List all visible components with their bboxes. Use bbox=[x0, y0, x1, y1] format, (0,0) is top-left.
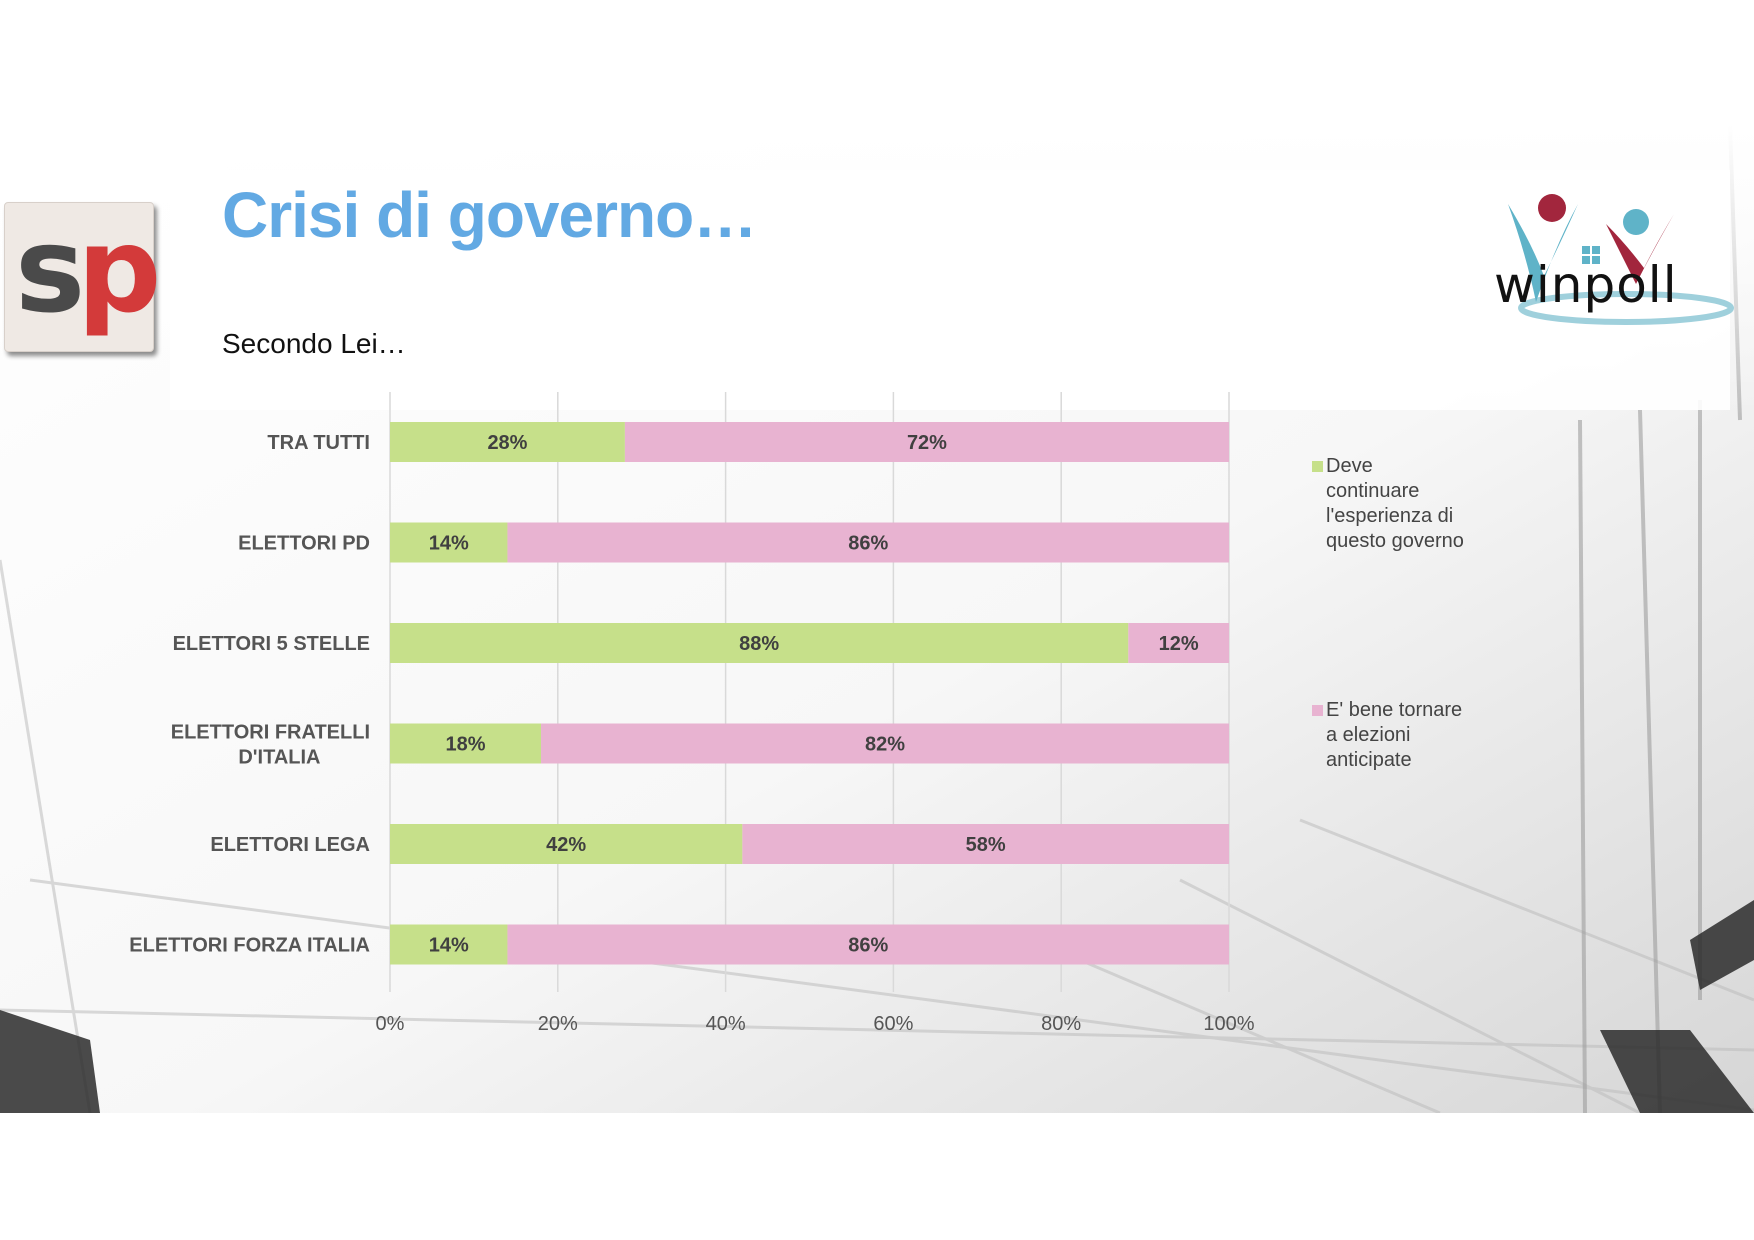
legend-label-continue: Deve continuare l'esperienza di questo g… bbox=[1326, 455, 1464, 552]
bar-segment bbox=[390, 623, 1129, 663]
sp-logo-p: p bbox=[77, 201, 162, 339]
sp-logo-s: s bbox=[15, 201, 85, 339]
x-tick-label: 100% bbox=[1203, 1013, 1254, 1035]
bar-segment bbox=[541, 723, 1229, 764]
chart-x-tick-labels: 0% 20% 40% 60% 80% 100% bbox=[376, 1013, 1255, 1035]
category-label: ELETTORI PD bbox=[238, 533, 370, 555]
data-label: 86% bbox=[848, 935, 888, 957]
data-label: 82% bbox=[865, 734, 905, 756]
category-label: ELETTORI 5 STELLE bbox=[173, 633, 370, 655]
slide-subtitle: Secondo Lei… bbox=[222, 328, 406, 359]
legend-swatch-pink bbox=[1312, 705, 1323, 716]
x-tick-label: 20% bbox=[538, 1013, 578, 1035]
bar-segment bbox=[507, 522, 1230, 563]
bar-segment bbox=[1128, 623, 1229, 663]
bar-segment bbox=[390, 723, 542, 764]
x-tick-label: 80% bbox=[1041, 1013, 1081, 1035]
winpoll-logo-text: winpoll bbox=[1494, 256, 1678, 314]
bar-segment bbox=[390, 924, 508, 965]
bar-segment bbox=[390, 824, 743, 864]
sp-logo: s p bbox=[4, 201, 161, 352]
chart-bars bbox=[390, 422, 1230, 965]
data-label: 14% bbox=[429, 533, 469, 555]
x-tick-label: 60% bbox=[873, 1013, 913, 1035]
legend-swatch-green bbox=[1312, 461, 1323, 472]
data-label: 58% bbox=[966, 834, 1006, 856]
data-label: 14% bbox=[429, 935, 469, 957]
x-tick-label: 40% bbox=[706, 1013, 746, 1035]
chart-gridlines bbox=[389, 392, 1230, 992]
winpoll-logo: winpoll bbox=[1494, 194, 1734, 325]
chart-category-labels: TRA TUTTI ELETTORI PD ELETTORI 5 STELLE ELE… bbox=[129, 432, 370, 957]
legend-item-continue: Deve continuare l'esperienza di questo g… bbox=[1312, 454, 1466, 554]
legend-label-elections: E' bene tornare a elezioni anticipate bbox=[1326, 699, 1463, 771]
bar-segment bbox=[742, 824, 1229, 864]
category-label: ELETTORI FRATELLI D'ITALIA bbox=[171, 722, 370, 769]
data-label: 88% bbox=[739, 633, 779, 655]
data-label: 86% bbox=[848, 533, 888, 555]
bar-segment bbox=[390, 422, 625, 462]
data-label: 42% bbox=[546, 834, 586, 856]
category-label: TRA TUTTI bbox=[267, 432, 370, 454]
legend-item-elections: E' bene tornare a elezioni anticipate bbox=[1312, 698, 1466, 773]
data-label: 28% bbox=[487, 432, 527, 454]
category-label: ELETTORI LEGA bbox=[210, 834, 370, 856]
category-label: ELETTORI FORZA ITALIA bbox=[129, 935, 370, 957]
data-label: 18% bbox=[445, 734, 485, 756]
chart-data-labels: 28% 72% 14% 86% 88% 12% 18% 82% 42% 58% 14% 86% bbox=[429, 432, 1199, 957]
bar-segment bbox=[624, 422, 1229, 462]
slide-title: Crisi di governo… bbox=[222, 179, 757, 251]
bar-segment bbox=[507, 924, 1230, 965]
data-label: 12% bbox=[1159, 633, 1199, 655]
x-tick-label: 0% bbox=[376, 1013, 405, 1035]
bar-segment bbox=[390, 522, 508, 563]
data-label: 72% bbox=[907, 432, 947, 454]
